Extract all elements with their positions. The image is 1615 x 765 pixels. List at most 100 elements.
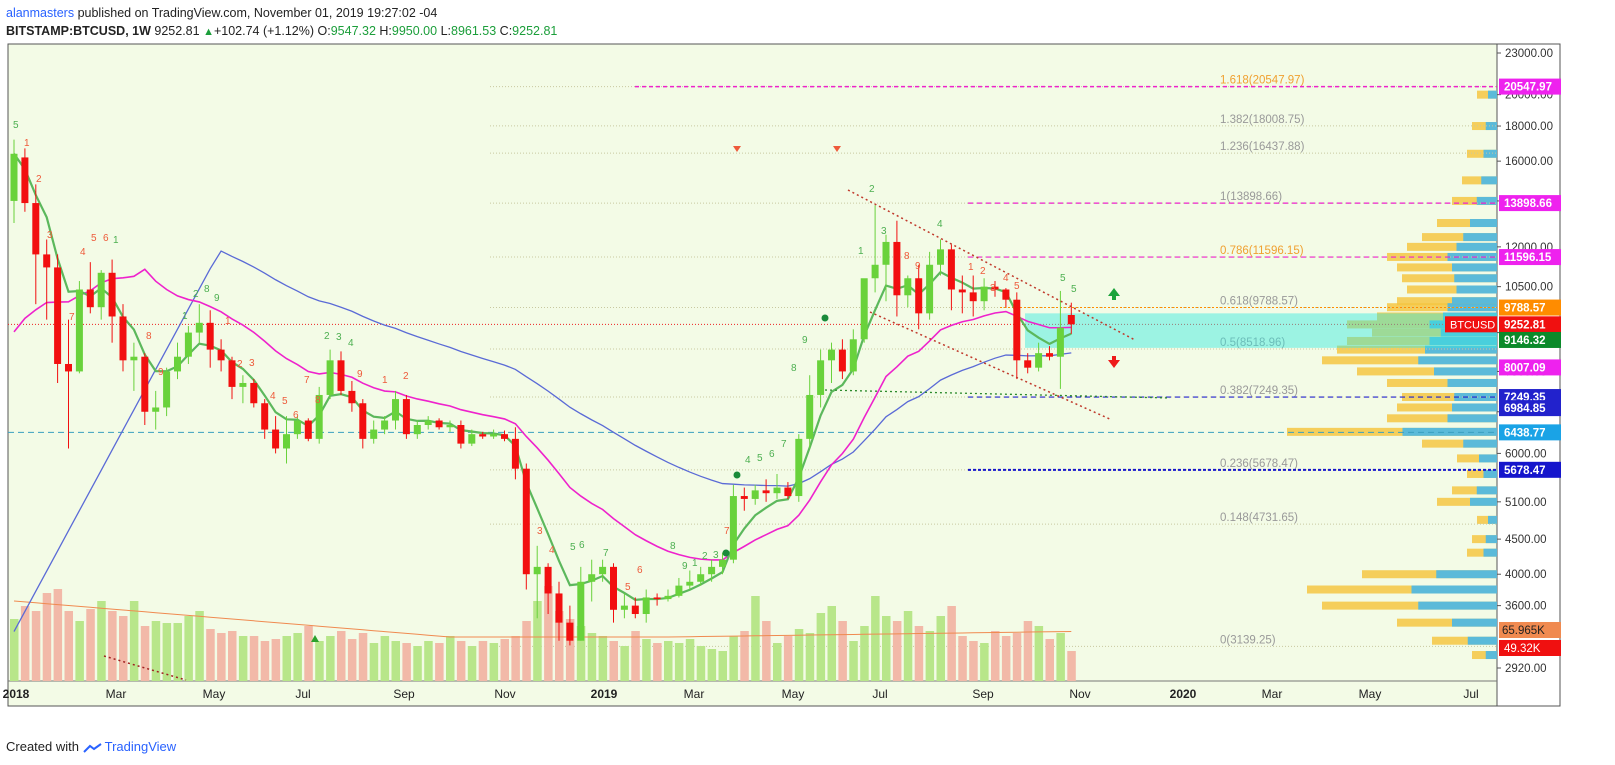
high-value: 9950.00 <box>391 24 438 38</box>
published-text: published on TradingView.com, November 0… <box>77 6 438 20</box>
ohlc-line: BITSTAMP:BTCUSD, 1W 9252.81 ▲+102.74 (+1… <box>6 22 557 41</box>
price-axis-tag <box>1499 424 1561 441</box>
candle-body <box>32 203 40 255</box>
candle-body <box>21 157 29 204</box>
volume-bar <box>696 646 706 681</box>
volume-bar <box>576 626 586 681</box>
y-tick-label: 18000.00 <box>1505 121 1553 133</box>
td-count-down: 4 <box>80 247 86 258</box>
volume-profile-bar-down <box>1454 274 1497 283</box>
volume-profile-bar-down <box>1479 454 1497 463</box>
symbol-label[interactable]: BITSTAMP:BTCUSD, 1W <box>6 24 151 38</box>
volume-bar <box>805 633 815 681</box>
td-count-up: 5 <box>1071 284 1077 295</box>
x-tick-label: Mar <box>106 687 127 701</box>
volume-profile-bar-down <box>1452 263 1497 272</box>
volume-bar <box>228 631 237 681</box>
volume-profile-bar-down <box>1463 439 1497 448</box>
volume-bar <box>914 626 924 681</box>
volume-bar <box>173 623 182 681</box>
volume-bar <box>358 633 368 681</box>
price-axis-tag <box>1499 400 1561 417</box>
candle-body <box>97 272 105 308</box>
volume-profile-bar-up <box>1452 196 1497 205</box>
volume-profile-bar-down <box>1456 242 1497 251</box>
volume-trend-line <box>103 655 187 681</box>
volume-bar <box>86 609 95 681</box>
td-count-down: 7 <box>724 526 730 537</box>
close-value: 9252.81 <box>512 24 558 38</box>
candle-body <box>751 490 759 499</box>
volume-moving-average <box>13 600 1072 638</box>
volume-bar <box>565 619 575 681</box>
volume-profile-bar-up <box>1397 263 1497 272</box>
price-axis-tag-label: 6984.85 <box>1504 403 1546 415</box>
price-axis-tag <box>1499 299 1561 316</box>
td-count-down: 2 <box>237 359 243 370</box>
volume-bar <box>53 589 63 681</box>
volume-axis-tag <box>1499 640 1561 656</box>
volume-bar <box>1034 626 1044 681</box>
y-tick-label: 10500.00 <box>1505 282 1553 294</box>
candle-body <box>141 356 149 412</box>
y-tick-label: 16000.00 <box>1505 156 1553 168</box>
ema-mid-line <box>13 268 1072 561</box>
x-tick-label: 2018 <box>3 687 30 701</box>
candle-body <box>1024 360 1032 368</box>
td-count-up: 5 <box>13 120 19 131</box>
chart-header: alanmasters published on TradingView.com… <box>6 4 557 41</box>
volume-profile-bar-up <box>1437 497 1497 506</box>
volume-profile-bar-down <box>1425 345 1497 354</box>
candle-body <box>326 360 334 395</box>
volume-bar <box>162 623 172 681</box>
y-tick-label: 5100.00 <box>1505 497 1547 509</box>
volume-profile-bar-down <box>1483 149 1497 158</box>
volume-bar <box>1045 639 1054 681</box>
tradingview-brand-link[interactable]: TradingView <box>104 739 177 754</box>
candle-body <box>54 267 62 364</box>
y-tick-label: 4500.00 <box>1505 534 1547 546</box>
candle-body <box>228 360 236 387</box>
volume-profile-bar-down <box>1429 336 1497 345</box>
volume-bar <box>827 606 836 681</box>
down-triangle-icon <box>833 146 841 152</box>
author-link[interactable]: alanmasters <box>6 6 75 20</box>
volume-bar <box>75 621 84 681</box>
volume-bar <box>740 631 749 681</box>
candle-body <box>686 581 694 586</box>
price-axis-tag <box>1499 331 1561 348</box>
candle-body <box>915 278 923 314</box>
volume-bar <box>260 641 270 681</box>
candle-body <box>435 420 443 428</box>
fib-label: 1.382(18008.75) <box>1220 114 1305 126</box>
candle-body <box>958 289 966 293</box>
td-count-down: 2 <box>403 371 409 382</box>
volume-profile-bar-down <box>1452 618 1497 627</box>
volume-axis-tag <box>1499 622 1561 638</box>
volume-bar <box>108 611 117 681</box>
volume-bar <box>10 619 19 681</box>
td-count-up: 6 <box>579 540 585 551</box>
td-count-down: 5 <box>91 233 97 244</box>
candle-body <box>991 286 999 290</box>
fib-label: 0.148(4731.65) <box>1220 512 1298 524</box>
volume-profile-bar-down <box>1476 196 1497 205</box>
volume-bar <box>816 613 826 681</box>
td-count-up: 4 <box>937 219 943 230</box>
volume-bar <box>446 636 455 681</box>
volume-profile-bar-up <box>1472 122 1497 131</box>
candle-body <box>937 249 944 265</box>
x-tick-label: Sep <box>972 687 994 701</box>
y-tick-label: 2920.00 <box>1505 663 1547 675</box>
volume-profile-bar-up <box>1422 439 1497 448</box>
candle-body <box>392 399 399 421</box>
volume-profile-bar-down <box>1452 297 1497 306</box>
candle-body <box>849 339 857 372</box>
fib-label: 0(3139.25) <box>1220 634 1276 646</box>
candle-body <box>675 585 683 596</box>
price-axis-tag-label: 8007.09 <box>1504 362 1546 374</box>
td-count-down: 4 <box>1003 273 1009 284</box>
td-count-up: 4 <box>745 455 751 466</box>
candle-body <box>119 316 127 361</box>
